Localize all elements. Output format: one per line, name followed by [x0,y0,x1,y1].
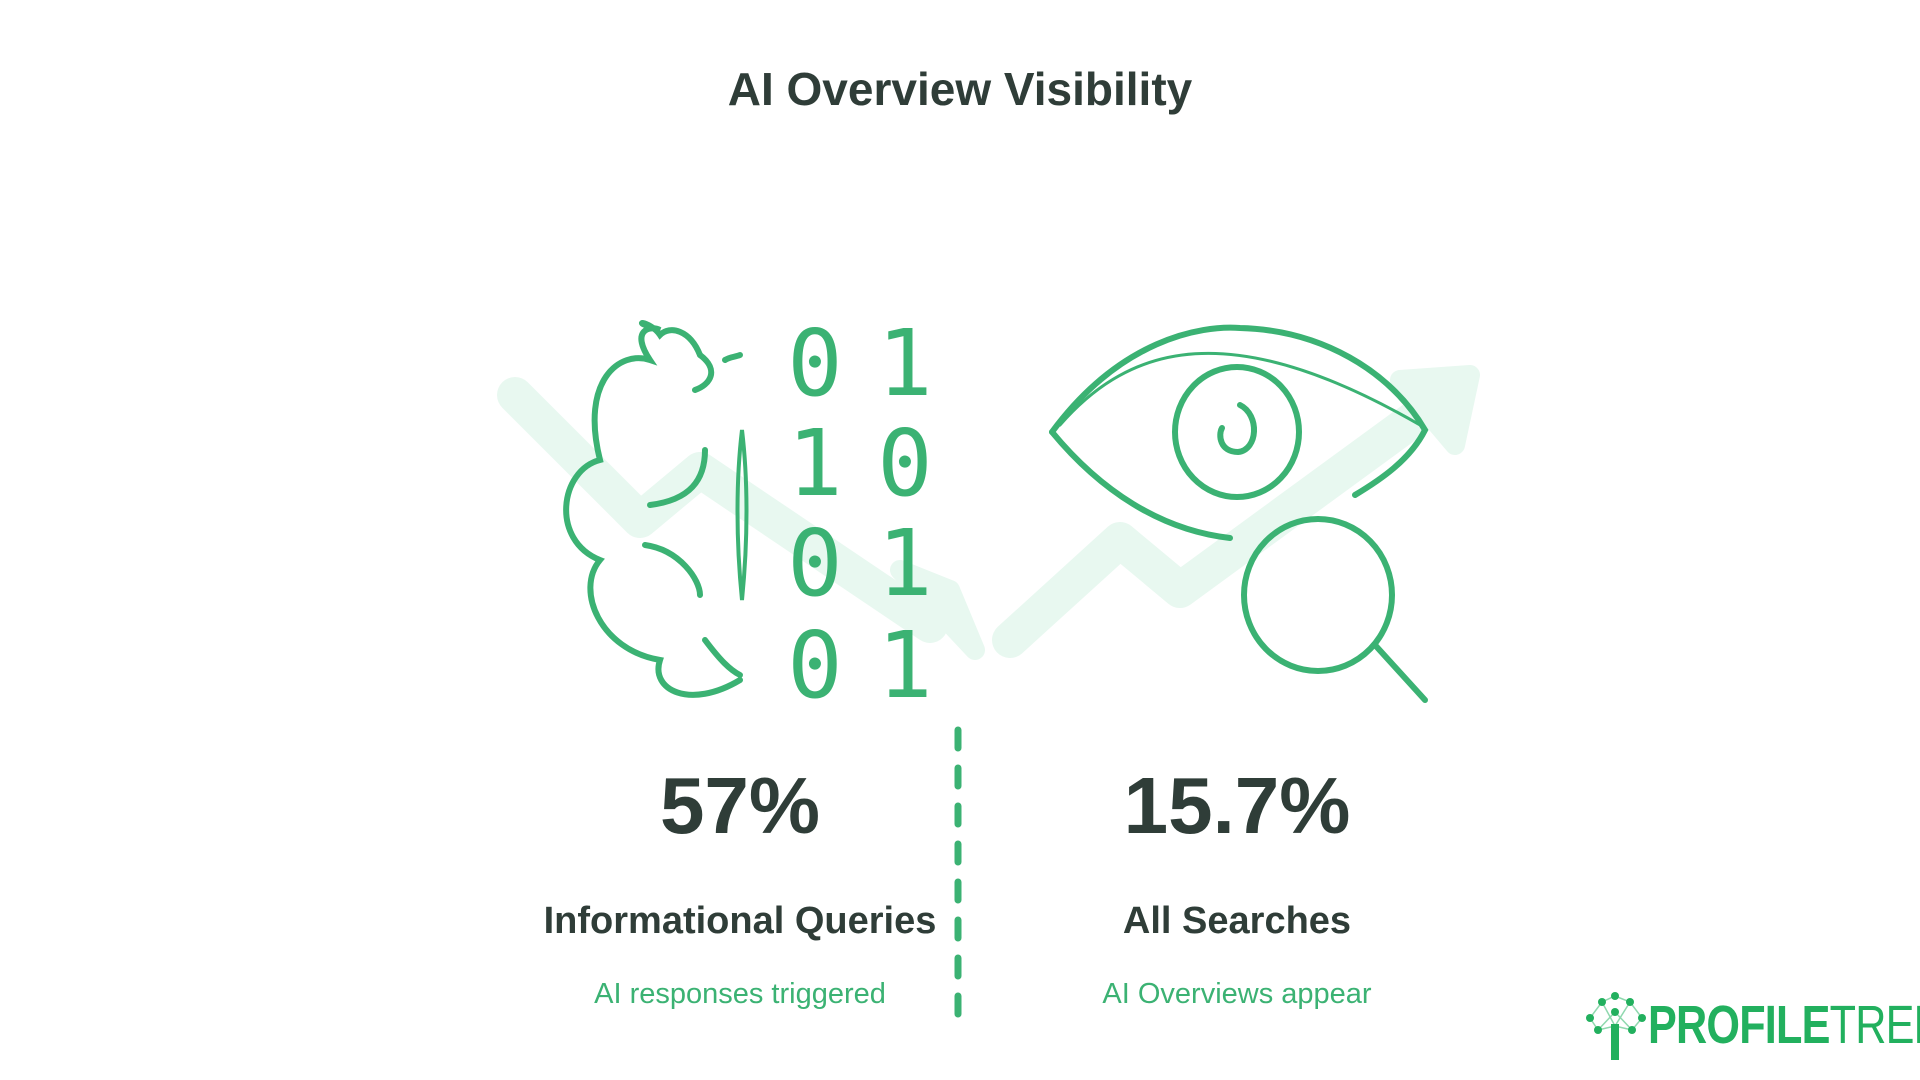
binary-digit: 1 [877,510,932,617]
stat-value-all-searches: 15.7% [1123,761,1351,850]
binary-digit: 1 [877,310,932,417]
binary-digit: 1 [877,612,932,719]
binary-digit: 0 [787,310,842,417]
binary-digit: 0 [787,510,842,617]
logo-light: TREE [1829,995,1920,1055]
magnifier-icon [1241,516,1428,703]
stat-label-informational: Informational Queries [543,900,937,942]
binary-digit: 0 [877,410,932,517]
profiletree-logo: PROFILETREE [1582,990,1920,1060]
stat-label-all-searches: All Searches [1122,900,1352,942]
logo-wordmark: PROFILETREE [1648,994,1920,1056]
binary-digits: 0 1 1 0 0 1 0 1 [787,310,932,719]
page-title: AI Overview Visibility [727,63,1193,115]
tree-network-icon [1586,992,1646,1060]
stat-description-all-searches: AI Overviews appear [1102,978,1372,1010]
stat-value-informational: 57% [659,761,821,850]
binary-digit: 1 [787,410,842,517]
logo-bold: PROFILE [1648,995,1830,1055]
trend-arrows-background [497,365,1480,660]
eye-icon [1049,324,1429,541]
brain-icon [563,320,749,698]
stat-description-informational: AI responses triggered [594,978,886,1010]
binary-digit: 0 [787,612,842,719]
